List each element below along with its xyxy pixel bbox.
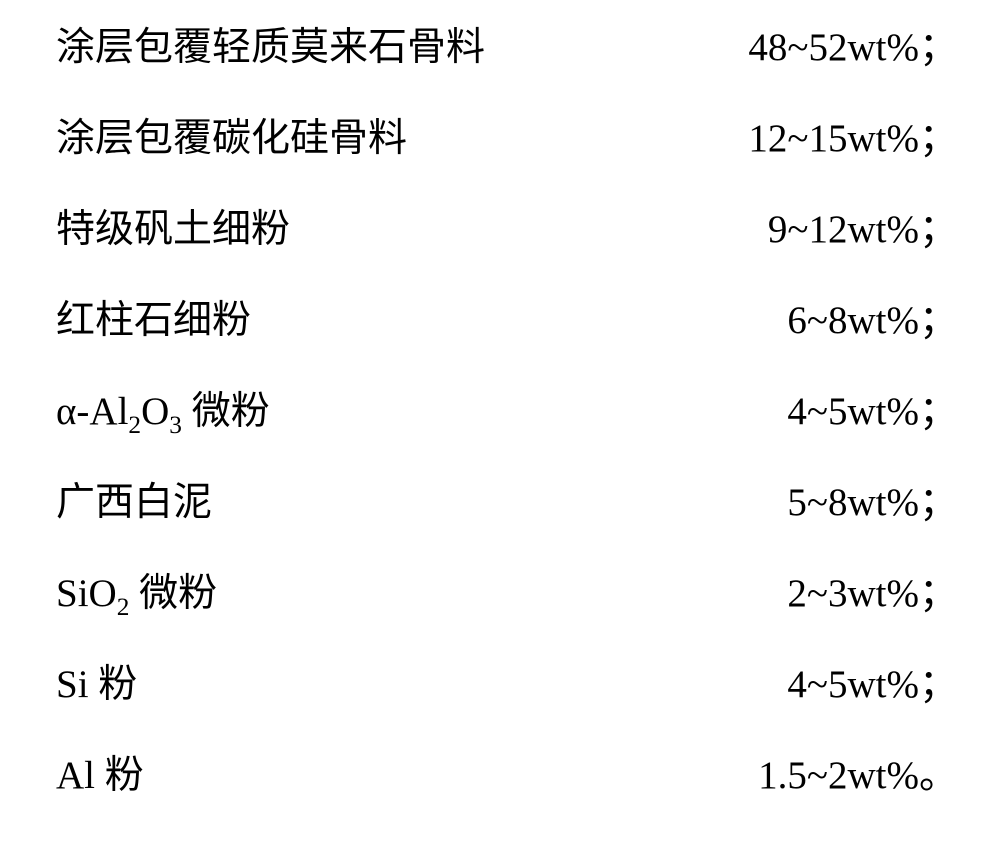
ingredient-value: 12~15wt%；: [748, 119, 958, 158]
table-row: 涂层包覆轻质莫来石骨料 48~52wt%；: [56, 28, 958, 67]
ingredient-label: 特级矾土细粉: [56, 210, 290, 249]
ingredient-label: 涂层包覆轻质莫来石骨料: [56, 28, 485, 67]
table-row: α-Al2O3 微粉 4~5wt%；: [56, 392, 958, 431]
ingredient-label: 涂层包覆碳化硅骨料: [56, 119, 407, 158]
ingredient-label: SiO2 微粉: [56, 574, 217, 613]
table-row: Al 粉 1.5~2wt%。: [56, 756, 958, 795]
composition-list: 涂层包覆轻质莫来石骨料 48~52wt%； 涂层包覆碳化硅骨料 12~15wt%…: [0, 0, 998, 795]
ingredient-label: Si 粉: [56, 665, 137, 704]
ingredient-label: 广西白泥: [56, 483, 212, 522]
ingredient-label: 红柱石细粉: [56, 301, 251, 340]
ingredient-value: 1.5~2wt%。: [758, 756, 958, 795]
ingredient-value: 2~3wt%；: [787, 574, 958, 613]
table-row: SiO2 微粉 2~3wt%；: [56, 574, 958, 613]
table-row: 红柱石细粉 6~8wt%；: [56, 301, 958, 340]
ingredient-value: 5~8wt%；: [787, 483, 958, 522]
table-row: 涂层包覆碳化硅骨料 12~15wt%；: [56, 119, 958, 158]
ingredient-value: 6~8wt%；: [787, 301, 958, 340]
ingredient-label: α-Al2O3 微粉: [56, 392, 270, 431]
ingredient-value: 48~52wt%；: [748, 28, 958, 67]
ingredient-value: 9~12wt%；: [768, 210, 958, 249]
ingredient-value: 4~5wt%；: [787, 392, 958, 431]
table-row: 广西白泥 5~8wt%；: [56, 483, 958, 522]
ingredient-value: 4~5wt%；: [787, 665, 958, 704]
table-row: Si 粉 4~5wt%；: [56, 665, 958, 704]
ingredient-label: Al 粉: [56, 756, 144, 795]
table-row: 特级矾土细粉 9~12wt%；: [56, 210, 958, 249]
